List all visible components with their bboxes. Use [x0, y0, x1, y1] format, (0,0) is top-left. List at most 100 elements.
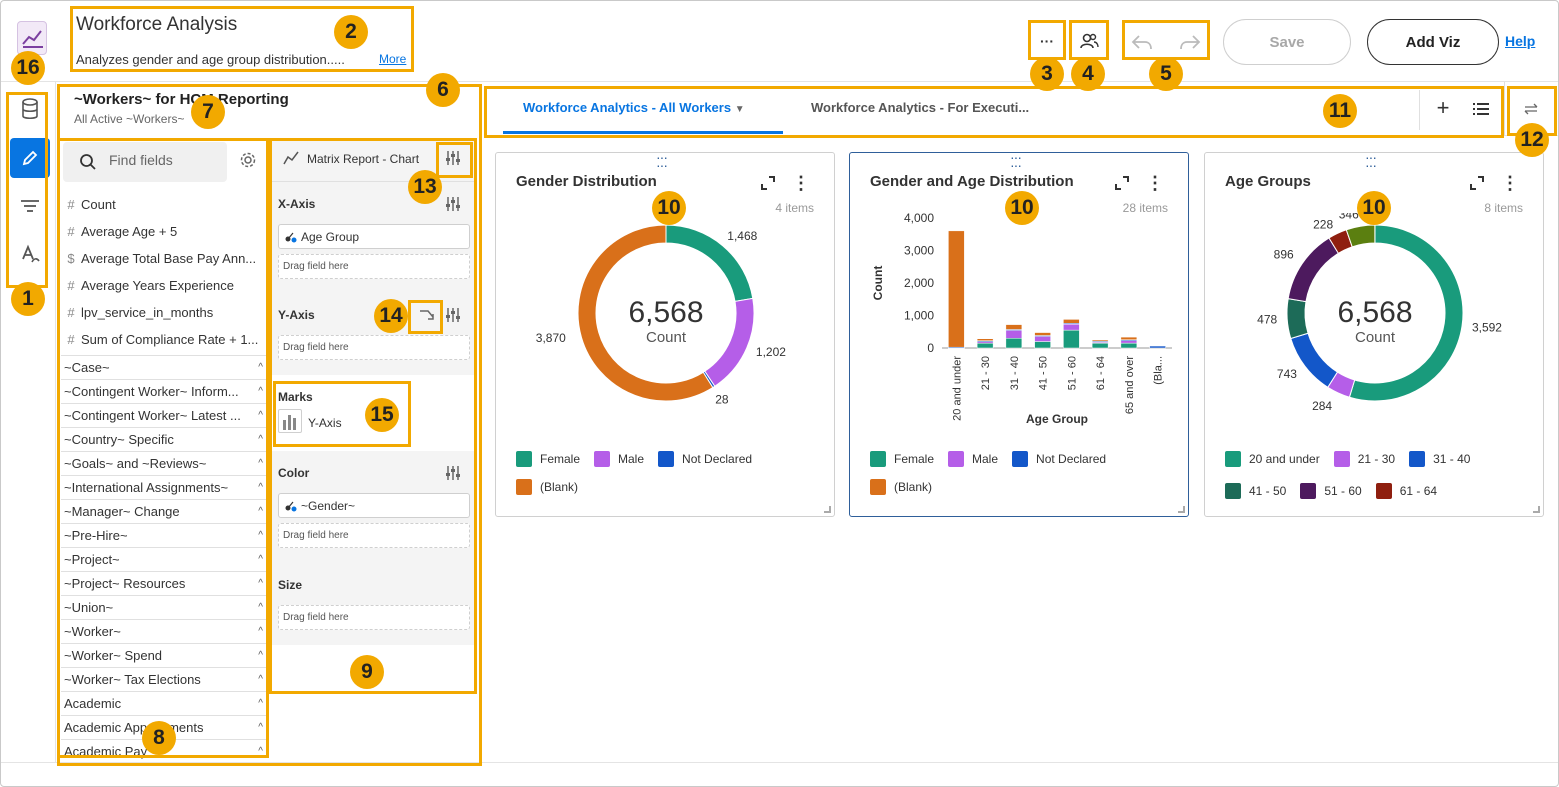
- settings-gear-icon[interactable]: [237, 149, 259, 171]
- drag-handle-icon[interactable]: ··· ···: [1010, 149, 1022, 173]
- annotation-badge: 5: [1149, 57, 1183, 91]
- filter-icon[interactable]: [10, 186, 50, 226]
- expand-icon[interactable]: [1467, 173, 1487, 193]
- data-label: 896: [1274, 247, 1294, 261]
- field-item[interactable]: $ Average Total Base Pay Ann...: [67, 251, 257, 266]
- annotation-badge: 8: [142, 721, 176, 755]
- color-drop-zone[interactable]: Drag field here: [278, 523, 470, 548]
- field-group[interactable]: ~Pre-Hire~ ^: [61, 523, 267, 547]
- swap-axis-icon[interactable]: [418, 307, 436, 328]
- data-label: 346: [1339, 213, 1359, 221]
- field-item[interactable]: # Average Age + 5: [67, 224, 178, 239]
- field-item[interactable]: # Count: [67, 197, 116, 212]
- undo-icon[interactable]: [1127, 27, 1157, 57]
- legend-item: Not Declared: [1012, 445, 1106, 473]
- chevron-up-icon[interactable]: ^: [258, 530, 263, 541]
- field-group[interactable]: ~Project~ ^: [61, 547, 267, 571]
- field-group[interactable]: ~Goals~ and ~Reviews~ ^: [61, 451, 267, 475]
- field-item[interactable]: # lpv_service_in_months: [67, 305, 214, 320]
- field-group[interactable]: ~Contingent Worker~ Inform... ^: [61, 379, 267, 403]
- chevron-up-icon[interactable]: ^: [258, 482, 263, 493]
- field-group[interactable]: ~Union~ ^: [61, 595, 267, 619]
- expand-icon[interactable]: [1112, 173, 1132, 193]
- add-tab-icon[interactable]: +: [1436, 95, 1450, 120]
- card-menu-icon[interactable]: ⋮: [792, 172, 810, 193]
- chevron-up-icon[interactable]: ^: [258, 602, 263, 613]
- field-search[interactable]: [63, 142, 227, 182]
- annotation-badge: 6: [426, 73, 460, 107]
- field-group[interactable]: Academic ^: [61, 691, 267, 715]
- chevron-up-icon[interactable]: ^: [258, 578, 263, 589]
- chevron-up-icon[interactable]: ^: [258, 458, 263, 469]
- tab-list-icon[interactable]: [1470, 98, 1492, 120]
- chevron-up-icon[interactable]: ^: [258, 506, 263, 517]
- x-axis-field-pill[interactable]: Age Group: [278, 224, 470, 249]
- field-group[interactable]: ~Worker~ Tax Elections ^: [61, 667, 267, 691]
- y-axis-settings-icon[interactable]: [444, 306, 462, 329]
- database-icon[interactable]: [10, 89, 50, 129]
- card-menu-icon[interactable]: ⋮: [1146, 172, 1164, 193]
- resize-handle[interactable]: [1178, 506, 1185, 513]
- chevron-up-icon[interactable]: ^: [258, 674, 263, 685]
- drag-handle-icon[interactable]: ··· ···: [656, 149, 668, 173]
- y-axis-drop-zone[interactable]: Drag field here: [278, 335, 470, 360]
- save-button[interactable]: Save: [1223, 19, 1351, 65]
- chevron-up-icon[interactable]: ^: [258, 626, 263, 637]
- chevron-up-icon[interactable]: ^: [258, 722, 263, 733]
- chevron-up-icon[interactable]: ^: [258, 410, 263, 421]
- redo-icon[interactable]: [1175, 27, 1205, 57]
- more-link[interactable]: More: [379, 52, 407, 66]
- chevron-up-icon[interactable]: ^: [258, 698, 263, 709]
- field-group[interactable]: ~Country~ Specific ^: [61, 427, 267, 451]
- x-axis-settings-icon[interactable]: [444, 195, 462, 218]
- chart-type-label: Matrix Report - Chart: [307, 152, 420, 166]
- search-icon: [80, 154, 96, 170]
- field-group[interactable]: ~Worker~ ^: [61, 619, 267, 643]
- chevron-up-icon[interactable]: ^: [258, 554, 263, 565]
- chevron-down-icon[interactable]: ▼: [734, 104, 745, 115]
- chevron-up-icon[interactable]: ^: [258, 386, 263, 397]
- panel-toggle-icon[interactable]: [1520, 98, 1542, 120]
- tab-all-workers[interactable]: Workforce Analytics - All Workers ▼: [523, 100, 745, 115]
- field-group[interactable]: ~International Assignments~ ^: [61, 475, 267, 499]
- gender-legend: Female Male Not Declared (Blank): [516, 445, 826, 501]
- x-axis-drop-zone[interactable]: Drag field here: [278, 254, 470, 279]
- color-field-pill[interactable]: ~Gender~: [278, 493, 470, 518]
- search-input[interactable]: [109, 152, 219, 168]
- share-icon[interactable]: [1073, 25, 1105, 57]
- help-link[interactable]: Help: [1505, 33, 1536, 49]
- add-viz-button[interactable]: Add Viz: [1367, 19, 1499, 65]
- chevron-up-icon[interactable]: ^: [258, 650, 263, 661]
- annotation-box: [1122, 20, 1210, 60]
- field-group[interactable]: ~Case~ ^: [61, 355, 267, 379]
- chevron-up-icon[interactable]: ^: [258, 746, 263, 757]
- annotation-badge: 13: [408, 170, 442, 204]
- more-options-button[interactable]: ···: [1040, 33, 1054, 49]
- field-group[interactable]: ~Worker~ Spend ^: [61, 643, 267, 667]
- drag-handle-icon[interactable]: ··· ···: [1365, 149, 1377, 173]
- chart-settings-icon[interactable]: [444, 149, 462, 172]
- card-menu-icon[interactable]: ⋮: [1501, 172, 1519, 193]
- resize-handle[interactable]: [824, 506, 831, 513]
- size-drop-zone[interactable]: Drag field here: [278, 605, 470, 630]
- chevron-up-icon[interactable]: ^: [258, 362, 263, 373]
- color-label: Color: [278, 466, 310, 480]
- tab-for-executives[interactable]: Workforce Analytics - For Executi...: [811, 100, 1030, 115]
- field-item[interactable]: # Average Years Experience: [67, 278, 234, 293]
- field-group[interactable]: Academic Appointments ^: [61, 715, 267, 739]
- chevron-up-icon[interactable]: ^: [258, 434, 263, 445]
- annotation-box: [57, 138, 269, 758]
- field-group[interactable]: ~Contingent Worker~ Latest ... ^: [61, 403, 267, 427]
- resize-handle[interactable]: [1533, 506, 1540, 513]
- field-group[interactable]: ~Project~ Resources ^: [61, 571, 267, 595]
- edit-icon[interactable]: [10, 138, 50, 178]
- color-settings-icon[interactable]: [444, 464, 462, 487]
- format-icon[interactable]: [10, 234, 50, 274]
- legend-item: Female: [516, 445, 580, 473]
- field-group[interactable]: ~Manager~ Change ^: [61, 499, 267, 523]
- expand-icon[interactable]: [758, 173, 778, 193]
- active-tab-indicator: [503, 131, 783, 134]
- x-tick-label: 65 and over: [1124, 356, 1136, 414]
- field-item[interactable]: # Sum of Compliance Rate + 1...: [67, 332, 259, 347]
- bar-chart-icon[interactable]: [278, 409, 302, 433]
